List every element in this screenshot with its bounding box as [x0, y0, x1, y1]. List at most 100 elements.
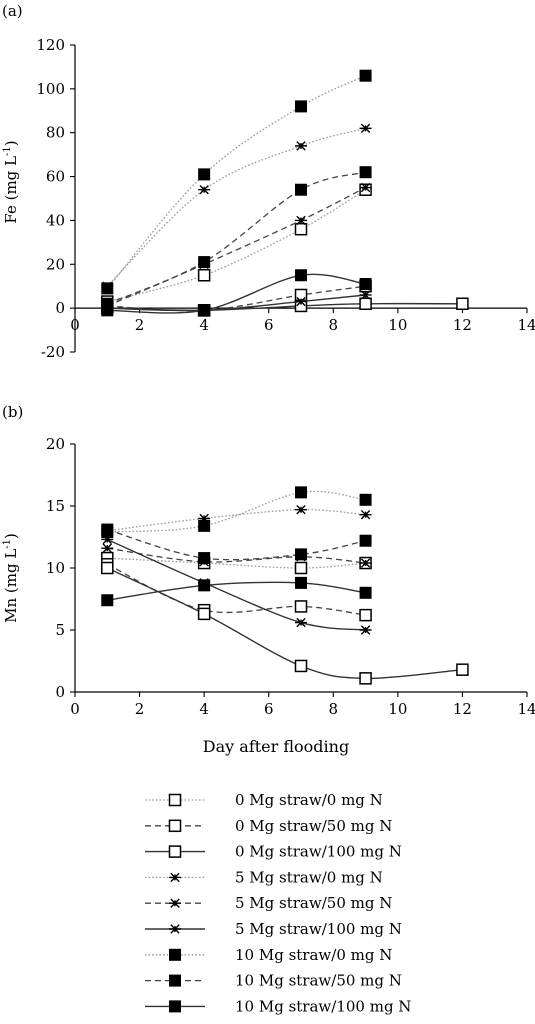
- panel-a-y-tick-label: 40: [46, 211, 65, 229]
- legend-label: 0 Mg straw/100 mg N: [235, 843, 402, 861]
- panel-b-x-tick-label: 12: [453, 700, 472, 718]
- panel-b-series-line-5-mg-straw-100-mg-n: [107, 538, 366, 631]
- panel-b-point-0-mg-straw-100-mg-n-day-4: [197, 607, 211, 621]
- panel-a-y-tick-label: 20: [46, 255, 65, 273]
- panel-b-y-axis-title: Mn (mg L-1): [2, 533, 20, 623]
- legend-item-10-mg-straw-50-mg-n: 10 Mg straw/50 mg N: [145, 972, 402, 990]
- panel-b-x-tick-label: 14: [517, 700, 535, 718]
- panel-b-point-5-mg-straw-0-mg-n-day-7: [295, 505, 307, 515]
- panel-b-label: (b): [2, 403, 23, 421]
- panel-a-point-0-mg-straw-100-mg-n-day-9: [359, 297, 372, 311]
- panel-a-point-0-mg-straw-100-mg-n-day-12: [456, 297, 469, 311]
- panel-b-y-tick-label: 15: [46, 497, 65, 515]
- legend-marker-5-mg-straw-100-mg-n: [169, 924, 181, 934]
- panel-a-x-tick-label: 4: [199, 316, 209, 334]
- panel-a-point-5-mg-straw-50-mg-n-day-9: [359, 182, 372, 193]
- panel-b-x-tick-label: 10: [388, 700, 407, 718]
- panel-a-series-5-mg-straw-100-mg-n: [101, 290, 372, 316]
- legend-marker-5-mg-straw-0-mg-n: [169, 872, 181, 883]
- panel-b-y-tick-label: 5: [55, 621, 65, 639]
- panel-b-y-tick-label: 20: [46, 435, 65, 453]
- panel-a-series-10-mg-straw-50-mg-n: [101, 166, 372, 310]
- legend-label: 10 Mg straw/0 mg N: [235, 946, 392, 964]
- panel-b-point-0-mg-straw-50-mg-n-day-9: [359, 608, 372, 622]
- panel-b-point-5-mg-straw-100-mg-n-day-9: [359, 625, 372, 635]
- panel-a-x-tick-label: 14: [517, 316, 535, 334]
- legend-label: 0 Mg straw/0 mg N: [235, 791, 383, 809]
- panel-b-point-0-mg-straw-50-mg-n-day-7: [294, 600, 308, 613]
- panel-a-point-5-mg-straw-100-mg-n-day-7: [295, 296, 307, 307]
- panel-b-x-tick-label: 4: [199, 700, 209, 718]
- panel-a-series-line-5-mg-straw-50-mg-n: [107, 186, 366, 307]
- legend-label: 5 Mg straw/100 mg N: [235, 920, 402, 938]
- panel-a-point-0-mg-straw-0-mg-n-day-4: [197, 269, 211, 282]
- panel-b-series-line-5-mg-straw-0-mg-n: [107, 509, 366, 532]
- panel-b-y-axis-title-close: ): [2, 533, 20, 539]
- legend-item-5-mg-straw-0-mg-n: 5 Mg straw/0 mg N: [145, 868, 383, 886]
- panel-b-x-tick-label: 8: [329, 700, 339, 718]
- legend-marker-10-mg-straw-0-mg-n: [169, 948, 181, 961]
- panel-a-x-tick-label: 8: [329, 316, 339, 334]
- panel-a-y-tick-label: 120: [36, 36, 65, 54]
- panel-a-point-10-mg-straw-50-mg-n-day-7: [295, 183, 307, 196]
- panel-b-point-10-mg-straw-50-mg-n-day-4: [198, 552, 211, 565]
- legend-marker-10-mg-straw-50-mg-n: [169, 974, 181, 987]
- panel-a-point-5-mg-straw-0-mg-n-day-9: [359, 123, 372, 134]
- panel-b-series-10-mg-straw-50-mg-n: [101, 523, 372, 565]
- panel-b-point-5-mg-straw-100-mg-n-day-7: [295, 617, 307, 628]
- legend-marker-10-mg-straw-100-mg-n: [169, 1000, 181, 1013]
- panel-b-series-line-0-mg-straw-100-mg-n: [107, 567, 463, 680]
- panel-b-x-axis-title: Day after flooding: [203, 737, 349, 756]
- panel-a-y-axis-title-sup: -1: [2, 146, 13, 156]
- panel-b-series-line-10-mg-straw-100-mg-n: [107, 581, 366, 601]
- panel-a-y-axis-title-main: Fe (mg L: [2, 156, 20, 224]
- legend-label: 0 Mg straw/50 mg N: [235, 817, 392, 835]
- panel-b-y-tick-label: 0: [55, 683, 65, 701]
- legend-label: 5 Mg straw/0 mg N: [235, 868, 383, 886]
- panel-b-series-0-mg-straw-100-mg-n: [101, 561, 469, 685]
- panel-b-series-line-0-mg-straw-0-mg-n: [107, 557, 366, 569]
- legend-marker-0-mg-straw-0-mg-n: [168, 793, 182, 807]
- panel-a-point-10-mg-straw-100-mg-n-day-9: [359, 278, 372, 291]
- panel-b-x-tick-label: 0: [70, 700, 80, 718]
- panel-a-series-10-mg-straw-0-mg-n: [101, 69, 372, 295]
- legend-label: 10 Mg straw/50 mg N: [235, 972, 402, 990]
- panel-a-y-tick-label: 0: [55, 299, 65, 317]
- panel-a-series-line-0-mg-straw-100-mg-n: [107, 302, 463, 312]
- panel-a-series-line-10-mg-straw-100-mg-n: [107, 273, 366, 314]
- panel-a-point-5-mg-straw-50-mg-n-day-7: [295, 215, 307, 226]
- panel-a-point-5-mg-straw-100-mg-n-day-9: [359, 290, 372, 300]
- legend-label: 5 Mg straw/50 mg N: [235, 894, 392, 912]
- panel-a-point-10-mg-straw-50-mg-n-day-9: [359, 166, 372, 179]
- panel-a-y-axis-title: Fe (mg L-1): [2, 140, 20, 223]
- panel-a-x-tick-label: 10: [388, 316, 407, 334]
- panel-a-point-10-mg-straw-0-mg-n-day-9: [359, 69, 372, 82]
- panel-b-point-10-mg-straw-50-mg-n-day-9: [359, 534, 372, 547]
- panel-a-series-line-0-mg-straw-0-mg-n: [107, 189, 366, 303]
- panel-b-point-10-mg-straw-50-mg-n-day-7: [295, 548, 307, 561]
- panel-b-point-10-mg-straw-0-mg-n-day-9: [359, 493, 372, 506]
- panel-b-point-5-mg-straw-50-mg-n-day-1: [101, 543, 114, 553]
- panel-a-y-tick-label: 80: [46, 124, 65, 142]
- panel-b-series-line-0-mg-straw-50-mg-n: [107, 563, 366, 616]
- panel-b-point-0-mg-straw-100-mg-n-day-12: [456, 663, 469, 676]
- panel-a-point-0-mg-straw-0-mg-n-day-7: [294, 222, 308, 236]
- legend-label: 10 Mg straw/100 mg N: [235, 997, 411, 1015]
- panel-a-x-tick-label: 6: [264, 316, 274, 334]
- legend-item-0-mg-straw-100-mg-n: 0 Mg straw/100 mg N: [145, 843, 402, 861]
- panel-a-y-tick-label: 100: [36, 80, 65, 98]
- panel-b-point-10-mg-straw-0-mg-n-day-4: [198, 519, 211, 532]
- legend-item-5-mg-straw-100-mg-n: 5 Mg straw/100 mg N: [145, 920, 402, 938]
- panel-a-series-10-mg-straw-100-mg-n: [101, 269, 372, 317]
- legend-item-0-mg-straw-50-mg-n: 0 Mg straw/50 mg N: [145, 817, 392, 835]
- panel-a-point-5-mg-straw-0-mg-n-day-4: [198, 185, 211, 195]
- legend-marker-5-mg-straw-50-mg-n: [169, 898, 181, 908]
- panel-b-series-line-5-mg-straw-50-mg-n: [107, 547, 366, 564]
- panel-b-point-0-mg-straw-100-mg-n-day-1: [101, 561, 114, 575]
- panel-a-point-10-mg-straw-100-mg-n-day-4: [198, 304, 211, 317]
- panel-b-point-0-mg-straw-100-mg-n-day-7: [294, 659, 308, 673]
- legend-marker-0-mg-straw-100-mg-n: [168, 845, 182, 858]
- panel-b-point-10-mg-straw-50-mg-n-day-1: [101, 523, 114, 536]
- panel-b-series-5-mg-straw-0-mg-n: [101, 505, 372, 536]
- panel-b-point-5-mg-straw-50-mg-n-day-9: [359, 558, 372, 568]
